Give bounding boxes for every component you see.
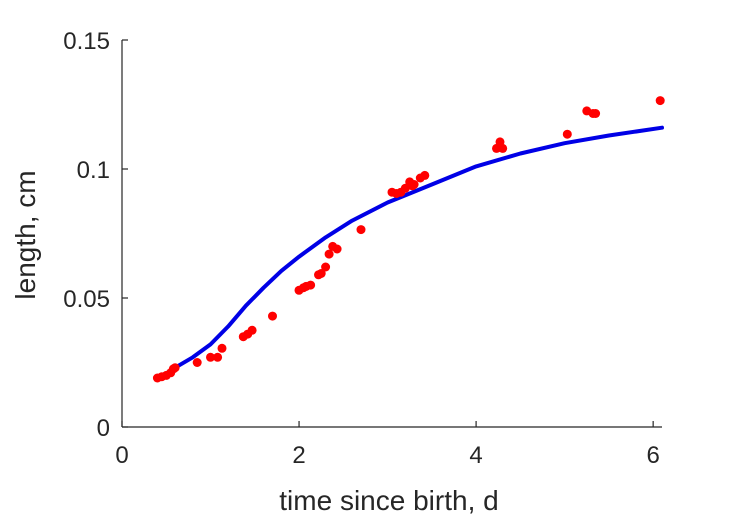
data-point bbox=[400, 183, 410, 193]
data-point bbox=[213, 352, 223, 362]
y-tick-label: 0 bbox=[97, 415, 110, 442]
data-point bbox=[356, 225, 366, 235]
data-point bbox=[268, 311, 277, 321]
y-tick-label: 0.15 bbox=[63, 28, 110, 55]
data-point bbox=[170, 363, 180, 373]
tick-labels: 0 2 4 6 0 0.05 0.1 0.15 bbox=[63, 28, 660, 469]
y-tick-label: 0.05 bbox=[63, 286, 110, 313]
data-point bbox=[206, 352, 215, 362]
data-point bbox=[247, 325, 257, 335]
data-point bbox=[321, 262, 331, 272]
fit-curve bbox=[155, 125, 664, 382]
y-tick-label: 0.1 bbox=[77, 157, 110, 184]
axes bbox=[121, 39, 662, 428]
data-point bbox=[591, 109, 601, 118]
data-point bbox=[655, 96, 665, 106]
x-tick-label: 0 bbox=[115, 442, 128, 469]
data-point bbox=[562, 129, 572, 139]
data-point bbox=[324, 249, 334, 259]
data-point bbox=[420, 170, 430, 180]
x-axis-title: time since birth, d bbox=[279, 485, 498, 516]
x-tick-label: 4 bbox=[469, 442, 482, 469]
data-point bbox=[192, 358, 202, 367]
data-point bbox=[217, 343, 227, 353]
data-point bbox=[332, 244, 342, 254]
data-point bbox=[316, 269, 326, 278]
x-tick-label: 2 bbox=[292, 442, 305, 469]
plot-area bbox=[152, 96, 665, 383]
y-axis-title: length, cm bbox=[10, 170, 41, 299]
data-point bbox=[498, 143, 508, 153]
data-point bbox=[409, 180, 419, 189]
x-tick-label: 6 bbox=[646, 442, 659, 469]
data-point bbox=[306, 280, 316, 290]
